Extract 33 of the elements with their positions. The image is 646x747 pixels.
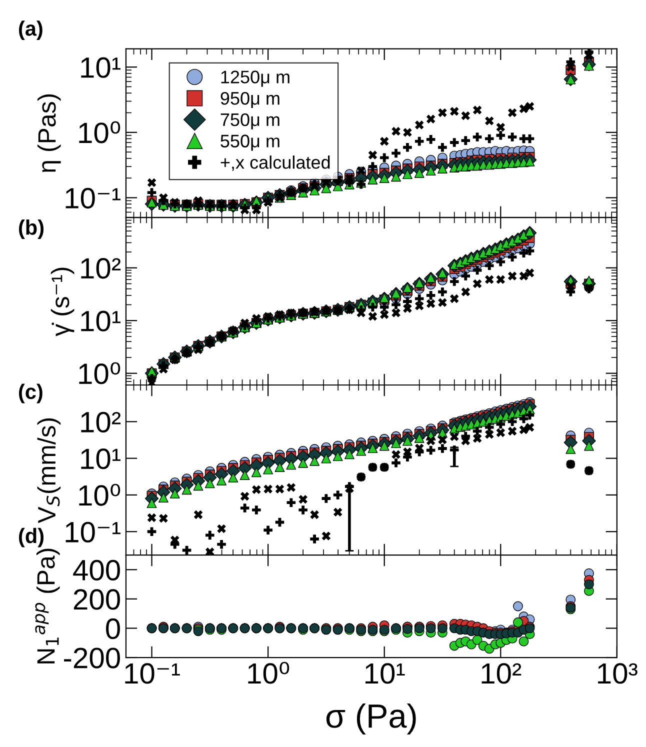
y-tick-label: 10⁰ [79, 362, 120, 384]
y-tick-label: 10² [81, 258, 121, 279]
y-axis-title: η (Pas) [37, 94, 61, 172]
x-tick-label: 10³ [598, 663, 638, 684]
x-tick-label: 10¹ [366, 663, 405, 684]
y-tick-label: 10¹ [81, 57, 120, 78]
text: (b) [18, 220, 44, 239]
legend-label: 950μ m [220, 92, 280, 108]
text: (a) [18, 20, 42, 40]
x-tick-label: 10⁰ [248, 662, 290, 684]
y-axis-title: γ̇ (s⁻¹) [50, 268, 74, 336]
y-tick-label: 10⁻¹ [66, 522, 120, 542]
legend-label: 750μ m [220, 113, 280, 130]
text: (d) [18, 528, 44, 548]
x-tick-label: 10⁻¹ [125, 663, 180, 684]
y-tick-label: 10² [81, 412, 121, 433]
legend-label: 1250μ m [221, 70, 290, 87]
x-axis-title: σ (Pa) [326, 703, 416, 735]
y-tick-label: 400 [73, 560, 120, 581]
y-tick-label: 0 [106, 618, 120, 640]
y-tick-label: 200 [74, 589, 120, 610]
x-tick-label: 10² [482, 663, 522, 684]
y-axis-title: V$_{S}$(mm/s) [37, 418, 61, 524]
legend-label: 550μ m [220, 134, 280, 151]
y-tick-label: 10⁰ [79, 484, 120, 506]
y-tick-label: 10¹ [81, 310, 120, 332]
legend-label: +,x calculated [220, 156, 330, 171]
text: (c) [18, 384, 42, 404]
y-tick-label: -200 [64, 648, 120, 668]
y-tick-label: 10⁻¹ [66, 188, 120, 209]
y-tick-label: 10¹ [81, 448, 120, 470]
y-tick-label: 10⁰ [79, 121, 120, 144]
y-axis-title: N$_{1}$$^{app}$ (Pa) [35, 548, 60, 664]
